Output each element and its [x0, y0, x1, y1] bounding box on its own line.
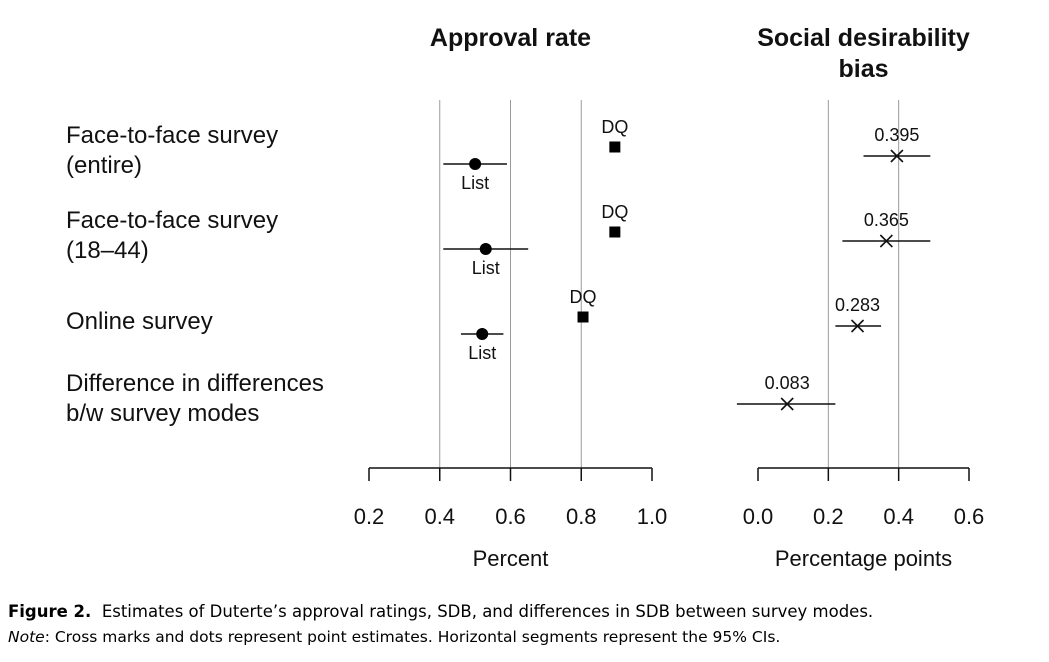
x-tick-label-0-0: 0.0	[743, 504, 774, 529]
x-tick-label-0-2: 0.2	[354, 504, 385, 529]
panel-title-line-1: Social desirability	[757, 24, 970, 52]
figure-caption: Figure 2. Estimates of Duterte’s approva…	[8, 598, 1044, 648]
x-tick-label-0-4: 0.4	[883, 504, 914, 529]
dq-point-face-to-face-survey-18-44	[609, 226, 621, 238]
caption-text: Estimates of Duterte’s approval ratings,…	[101, 602, 874, 621]
list-point-face-to-face-survey-18-44	[479, 243, 492, 255]
row-label-4-line-2: b/w survey modes	[66, 400, 259, 427]
row-label-2-line-2: (18–44)	[66, 237, 149, 264]
x-axis-label: Percentage points	[775, 546, 952, 571]
dq-label-online-survey: DQ	[570, 287, 597, 307]
dq-label-face-to-face-survey-entire: DQ	[601, 117, 628, 137]
row-label-3-line-1: Online survey	[66, 308, 213, 335]
note-text: : Cross marks and dots represent point e…	[44, 628, 781, 646]
sdb-point-face-to-face-survey-18-44	[879, 234, 893, 248]
dq-point-face-to-face-survey-entire	[609, 141, 621, 153]
dq-label-face-to-face-survey-18-44: DQ	[601, 202, 628, 222]
row-label-1-line-2: (entire)	[66, 152, 142, 179]
x-tick-label-0-6: 0.6	[495, 504, 526, 529]
list-label-face-to-face-survey-entire: List	[461, 173, 489, 193]
panel-title: Approval rate	[430, 24, 591, 52]
sdb-point-difference-in-differences-b-w-survey-modes	[780, 397, 794, 411]
list-point-face-to-face-survey-entire	[469, 158, 482, 170]
sdb-value-label-face-to-face-survey-18-44: 0.365	[864, 210, 909, 230]
sdb-value-label-face-to-face-survey-entire: 0.395	[874, 125, 919, 145]
list-point-online-survey	[476, 328, 489, 340]
x-tick-label-0-2: 0.2	[813, 504, 844, 529]
figure-label: Figure 2.	[8, 602, 92, 621]
figure-canvas: Face-to-face survey (entire) Face-to-face …	[66, 24, 985, 571]
row-label-2-line-1: Face-to-face survey	[66, 207, 278, 234]
note-label: Note	[8, 628, 45, 646]
sdb-point-face-to-face-survey-entire	[890, 149, 904, 163]
row-labels: Face-to-face survey (entire) Face-to-face …	[66, 122, 324, 427]
sdb-value-label-difference-in-differences-b-w-survey-modes: 0.083	[765, 373, 810, 393]
x-tick-label-0-4: 0.4	[424, 504, 455, 529]
row-label-1-line-1: Face-to-face survey	[66, 122, 278, 149]
sdb-value-label-online-survey: 0.283	[835, 295, 880, 315]
x-axis-label: Percent	[473, 546, 549, 571]
x-tick-label-1-0: 1.0	[637, 504, 668, 529]
sdb-point-online-survey	[850, 319, 865, 333]
x-tick-label-0-6: 0.6	[954, 504, 985, 529]
dq-point-online-survey	[577, 311, 589, 323]
row-label-4-line-1: Difference in differences	[66, 370, 324, 397]
list-label-face-to-face-survey-18-44: List	[472, 258, 500, 278]
social-desirability-bias-panel: Social desirability bias 0.0 0.2 0.4 0.6Perce…	[736, 24, 985, 571]
list-label-online-survey: List	[468, 343, 496, 363]
approval-rate-panel: Approval rate 0.2 0.4 0.6 0.8 1.0 Percent List L…	[354, 24, 668, 571]
panel-title-line-2: bias	[838, 55, 888, 83]
x-tick-label-0-8: 0.8	[566, 504, 597, 529]
